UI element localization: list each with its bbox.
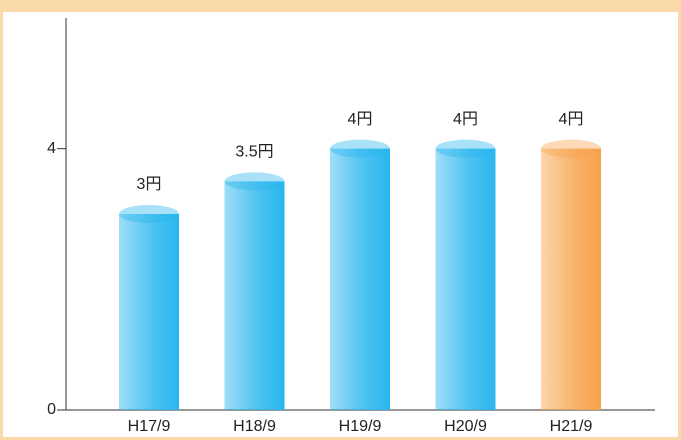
bar	[119, 214, 179, 410]
bar	[435, 148, 496, 410]
x-tick-label: H17/9	[128, 418, 171, 435]
value-label: 3.5円	[235, 144, 273, 161]
bar-top	[541, 139, 601, 158]
value-label: 4円	[559, 111, 584, 128]
value-label: 4円	[348, 111, 373, 128]
value-label: 4円	[453, 111, 478, 128]
bar-top	[330, 139, 390, 158]
bar-top	[119, 205, 179, 223]
x-tick-label: H21/9	[550, 418, 593, 435]
x-tick-label: H19/9	[339, 418, 382, 435]
bar	[541, 148, 601, 410]
y-tick-label: 0	[47, 401, 56, 418]
bar-top	[224, 172, 285, 191]
x-tick-label: H18/9	[233, 418, 276, 435]
bar-top	[435, 139, 496, 158]
y-tick-label: 4	[47, 140, 56, 157]
value-label: 3円	[137, 176, 162, 193]
x-tick-label: H20/9	[444, 418, 487, 435]
bar	[224, 181, 285, 410]
bar	[330, 148, 390, 410]
